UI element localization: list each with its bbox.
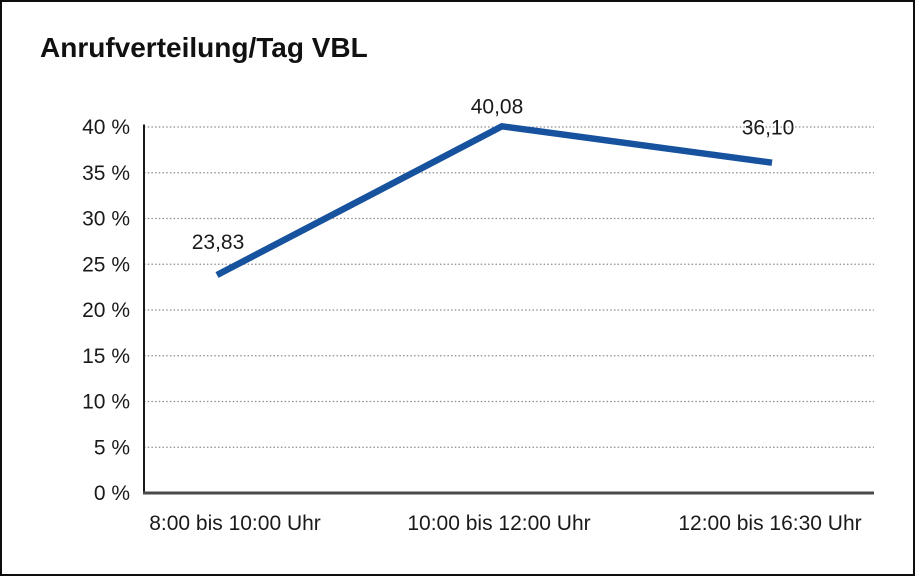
y-tick-label: 25 % xyxy=(82,253,130,276)
y-tick-label: 0 % xyxy=(94,482,130,505)
y-tick-label: 40 % xyxy=(82,116,130,139)
value-label: 23,83 xyxy=(192,231,245,254)
y-tick-label: 30 % xyxy=(82,208,130,231)
y-tick-label: 10 % xyxy=(82,391,130,414)
y-tick-label: 15 % xyxy=(82,345,130,368)
x-tick-label: 12:00 bis 16:30 Uhr xyxy=(678,512,861,535)
value-label: 40,08 xyxy=(471,95,524,118)
x-tick-label: 10:00 bis 12:00 Uhr xyxy=(407,512,590,535)
chart-title: Anrufverteilung/Tag VBL xyxy=(40,32,368,63)
data-series-line xyxy=(215,123,773,278)
y-tick-label: 5 % xyxy=(94,436,130,459)
y-tick-label: 20 % xyxy=(82,299,130,322)
x-tick-label: 8:00 bis 10:00 Uhr xyxy=(149,512,321,535)
y-tick-label: 35 % xyxy=(82,162,130,185)
value-label: 36,10 xyxy=(742,117,795,140)
